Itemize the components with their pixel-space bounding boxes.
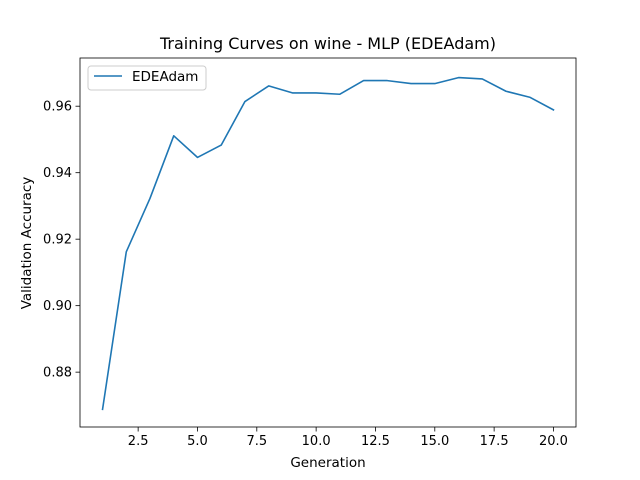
x-tick-label: 20.0 (539, 434, 568, 449)
series-line-edeadam (101, 76, 555, 411)
x-axis-title: Generation (290, 455, 365, 471)
y-tick-label: 0.90 (43, 299, 72, 314)
y-tick-label: 0.88 (43, 366, 72, 381)
y-tick-label: 0.96 (43, 100, 72, 115)
y-tick-label: 0.94 (43, 166, 72, 181)
plot-area: 2.5 5.0 7.5 10.0 12.5 15.0 17.5 20.0 0.88 0.90 0.9… (43, 57, 577, 449)
x-tick-label: 7.5 (246, 434, 267, 449)
legend-label: EDEAdam (132, 69, 198, 85)
axes-frame (79, 57, 577, 428)
y-tick-label: 0.92 (43, 233, 72, 248)
legend-box (87, 65, 207, 91)
x-tick-label: 15.0 (420, 434, 449, 449)
chart-title: Training Curves on wine - MLP (EDEAdam) (159, 34, 496, 53)
x-tick-label: 17.5 (480, 434, 509, 449)
x-tick-label: 12.5 (361, 434, 390, 449)
y-axis-title: Validation Accuracy (19, 177, 35, 310)
legend: EDEAdam (87, 65, 207, 91)
x-tick-label: 2.5 (128, 434, 149, 449)
x-tick-label: 10.0 (302, 434, 331, 449)
x-tick-label: 5.0 (187, 434, 208, 449)
